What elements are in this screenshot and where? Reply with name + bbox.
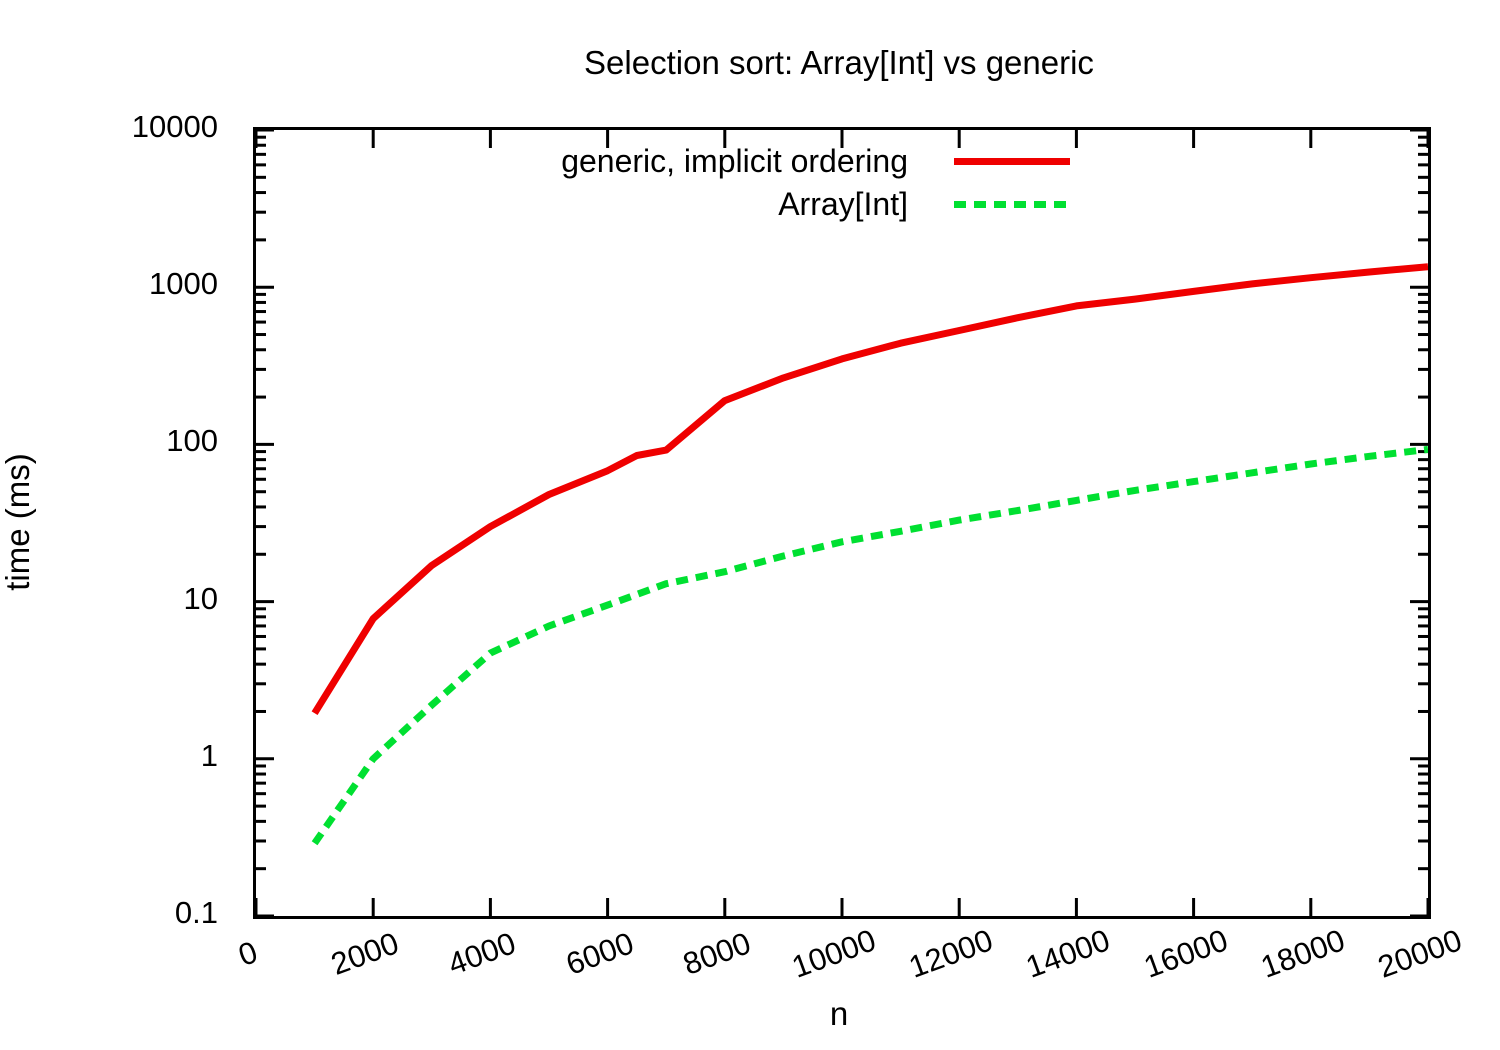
legend-label: generic, implicit ordering	[561, 143, 908, 179]
plot-canvas	[256, 130, 1428, 916]
y-axis-label: time (ms)	[0, 453, 36, 591]
y-tick-label: 1000	[149, 266, 218, 302]
y-tick-label: 0.1	[174, 895, 218, 930]
x-axis-label: n	[829, 995, 849, 1032]
plot-area	[253, 127, 1431, 919]
y-tick-label: 100	[166, 423, 218, 459]
legend-item: Array[Int]	[561, 183, 1070, 226]
legend-label: Array[Int]	[778, 186, 908, 222]
y-tick-label: 10	[183, 580, 218, 616]
chart-title: Selection sort: Array[Int] vs generic	[584, 44, 1094, 81]
legend-line-sample	[954, 201, 1070, 208]
y-tick-label: 10000	[131, 109, 218, 144]
series-line-1	[311, 445, 1428, 846]
legend-item: generic, implicit ordering	[561, 140, 1070, 183]
y-tick-label: 1	[200, 737, 218, 773]
legend: generic, implicit ordering Array[Int]	[561, 140, 1070, 226]
series-line-0	[311, 263, 1428, 716]
legend-line-sample	[954, 158, 1070, 165]
